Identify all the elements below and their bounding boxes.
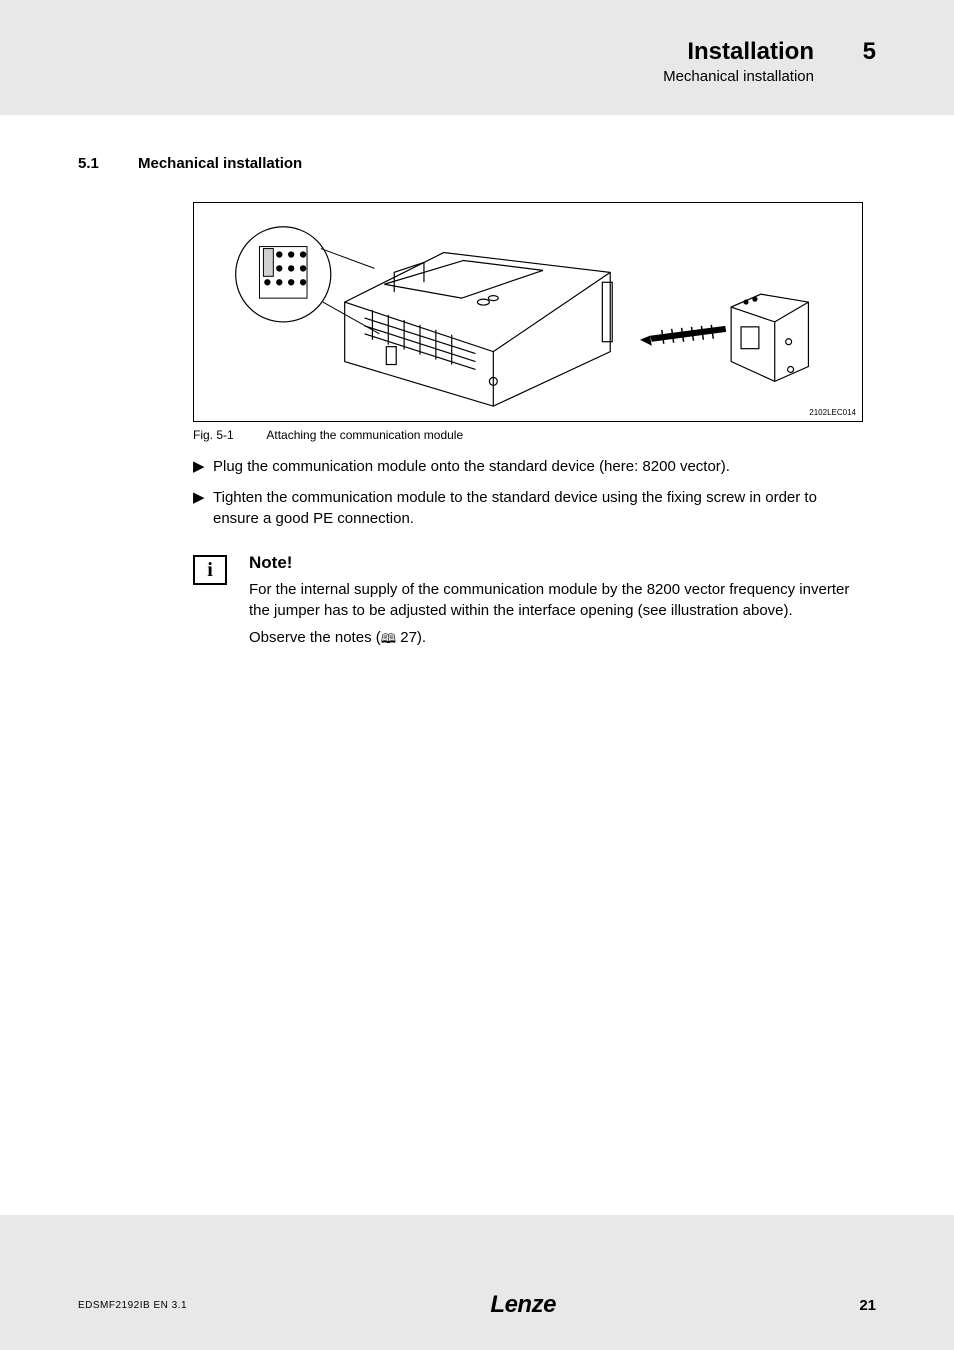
figure-diagram: 2102LEC014 xyxy=(193,202,863,422)
book-icon: 🕮 xyxy=(381,630,396,648)
figure-caption-text: Attaching the communication module xyxy=(266,428,463,442)
note-block: i Note! For the internal supply of the c… xyxy=(193,553,863,654)
note-body: Note! For the internal supply of the com… xyxy=(249,553,863,654)
info-icon-glyph: i xyxy=(207,560,213,580)
figure-code: 2102LEC014 xyxy=(809,408,856,417)
note-title: Note! xyxy=(249,553,863,573)
bullet-item: ▶ Tighten the communication module to th… xyxy=(193,487,863,529)
header-title: Installation xyxy=(687,38,814,66)
page-header: Installation 5 Mechanical installation xyxy=(0,0,954,115)
section-heading: 5.1 Mechanical installation xyxy=(78,155,876,172)
section-title: Mechanical installation xyxy=(138,155,302,172)
section-number: 5.1 xyxy=(78,155,138,172)
bullet-marker-icon: ▶ xyxy=(193,456,213,477)
figure-caption: Fig. 5-1 Attaching the communication mod… xyxy=(193,428,863,442)
note-text-ref: 27). xyxy=(396,629,426,646)
page-body: 5.1 Mechanical installation xyxy=(0,115,954,1215)
bullet-text: Tighten the communication module to the … xyxy=(213,487,863,529)
bullet-marker-icon: ▶ xyxy=(193,487,213,529)
content-column: 2102LEC014 Fig. 5-1 Attaching the commun… xyxy=(193,202,863,654)
footer-doc-id: EDSMF2192IB EN 3.1 xyxy=(78,1300,187,1311)
installation-diagram-svg xyxy=(194,203,862,421)
note-paragraph: Observe the notes (🕮 27). xyxy=(249,627,863,648)
figure-caption-number: Fig. 5-1 xyxy=(193,428,234,442)
footer-page-number: 21 xyxy=(859,1297,876,1314)
footer-logo: Lenze xyxy=(490,1291,556,1319)
bullet-text: Plug the communication module onto the s… xyxy=(213,456,730,477)
header-subtitle: Mechanical installation xyxy=(80,68,814,85)
note-text-pre: Observe the notes ( xyxy=(249,629,381,646)
note-paragraph: For the internal supply of the communica… xyxy=(249,579,863,621)
page-footer: EDSMF2192IB EN 3.1 Lenze 21 xyxy=(0,1260,954,1350)
bullet-item: ▶ Plug the communication module onto the… xyxy=(193,456,863,477)
info-icon: i xyxy=(193,555,227,585)
chapter-number: 5 xyxy=(863,38,876,66)
